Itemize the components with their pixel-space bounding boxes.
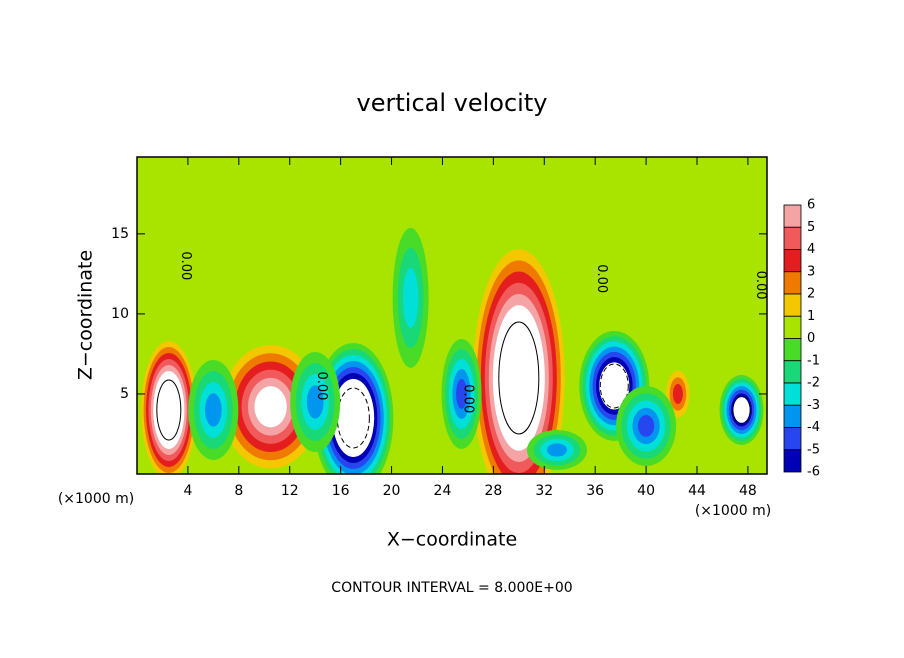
overlay: 4 8 12 16 20 24 28 32 36 40 44 48510156543210-1-2-3… [111,156,820,499]
y-axis-label: Z−coordinate [75,250,97,380]
x-tick-label: 32 [535,483,553,499]
chart-title: vertical velocity [357,89,548,117]
colorbar-box [783,360,802,384]
colorbar-box [783,427,802,451]
field-feature [512,361,525,395]
x-tick-label: 40 [637,483,655,499]
contour-label: 0.00 [460,384,475,413]
colorbar-box [783,271,802,295]
y-tick-label: 5 [120,386,129,402]
plot-frame [136,156,768,475]
y-tick-label: 15 [111,226,129,242]
contour-line [156,379,182,441]
x-tick-label: 24 [434,483,452,499]
footer: CONTOUR INTERVAL = 8.000E+00 [331,580,572,596]
x-tick-label: 4 [183,483,192,499]
field-feature [205,393,222,427]
colorbar-box [783,226,802,250]
x-tick-label: 28 [484,483,502,499]
x-tick-label: 20 [383,483,401,499]
field-feature [663,223,744,324]
colorbar-label: -1 [807,353,820,368]
colorbar-box [783,404,802,428]
x-tick-label: 8 [234,483,243,499]
contour-line [599,363,629,409]
field-feature [609,378,620,394]
colorbar-label: 1 [807,309,815,324]
x-tick-label: 12 [281,483,299,499]
colorbar-box [783,204,802,228]
colorbar-label: -5 [807,442,820,457]
x-tick-label: 36 [586,483,604,499]
field-feature [672,383,683,404]
colorbar-box [783,293,802,317]
contour-label: 0.00 [753,271,768,300]
contour-label: 0.00 [594,264,609,293]
x-tick-label: 44 [688,483,706,499]
colorbar-label: -2 [807,376,820,391]
field-feature [637,415,655,437]
colorbar-box [783,382,802,406]
colorbar-label: 6 [807,198,815,213]
colorbar-label: -6 [807,465,820,480]
colorbar-label: 0 [807,331,815,346]
contour-line [498,321,540,435]
colorbar-label: 2 [807,287,815,302]
field: 0.00 0.00 0.00 0.00 0.00 [137,157,768,474]
colorbar-label: 5 [807,220,815,235]
field-feature [547,443,567,457]
y-tick-label: 10 [111,306,129,322]
colorbar-label: 4 [807,242,815,257]
x-axis-label: X−coordinate [387,529,517,551]
field-feature [456,378,467,409]
x-unit-label: (×1000 m) [695,503,771,519]
colorbar-box [783,249,802,273]
colorbar-box [783,449,802,473]
contour-label: 0.00 [178,251,193,280]
x-tick-label: 48 [739,483,757,499]
field-feature [165,400,173,419]
colorbar-box [783,315,802,339]
colorbar-label: 3 [807,264,815,279]
colorbar-label: -3 [807,398,820,413]
contour-line [732,395,751,425]
y-unit-label: (×1000 m) [58,491,134,507]
field-feature [402,267,419,328]
field-feature [306,385,324,419]
contour-label: 0.00 [314,371,329,400]
field-feature [348,408,359,427]
field-feature [738,404,746,416]
field-feature [260,394,281,420]
colorbar-label: -4 [807,420,820,435]
colorbar-box [783,338,802,362]
x-tick-label: 16 [332,483,350,499]
